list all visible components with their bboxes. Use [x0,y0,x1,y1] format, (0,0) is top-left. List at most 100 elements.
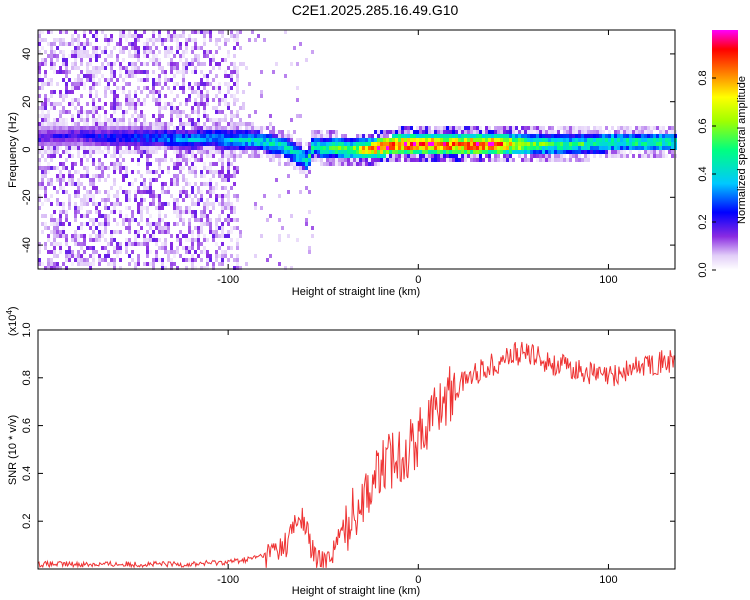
heatmap-cell [41,170,44,174]
heatmap-cell [62,50,65,54]
heatmap-cell [59,122,62,126]
heatmap-cell [341,150,344,154]
heatmap-cell [194,202,197,206]
heatmap-cell [92,122,95,126]
heatmap-cell [230,162,233,166]
heatmap-cell [653,146,656,150]
heatmap-cell [83,46,86,50]
heatmap-cell [56,254,59,258]
heatmap-cell [89,218,92,222]
heatmap-cell [86,118,89,122]
heatmap-cell [143,142,146,146]
heatmap-cell [155,250,158,254]
heatmap-cell [512,130,515,134]
heatmap-cell [89,226,92,230]
heatmap-cell [149,250,152,254]
x-tick-label: -100 [217,274,239,286]
heatmap-cell [128,30,131,34]
heatmap-cell [158,214,161,218]
heatmap-cell [143,198,146,202]
heatmap-cell [653,138,656,142]
heatmap-cell [323,154,326,158]
heatmap-cell [323,142,326,146]
heatmap-cell [350,154,353,158]
heatmap-cell [191,246,194,250]
heatmap-cell [512,142,515,146]
heatmap-cell [119,146,122,150]
heatmap-cell [50,154,53,158]
heatmap-cell [449,142,452,146]
heatmap-cell [284,74,287,78]
heatmap-cell [62,130,65,134]
heatmap-cell [491,146,494,150]
heatmap-cell [530,126,533,130]
heatmap-cell [41,166,44,170]
heatmap-cell [128,70,131,74]
heatmap-cell [209,226,212,230]
heatmap-cell [137,242,140,246]
heatmap-cell [296,114,299,118]
heatmap-cell [431,138,434,142]
heatmap-cell [191,58,194,62]
heatmap-cell [146,150,149,154]
heatmap-cell [512,150,515,154]
heatmap-cell [392,150,395,154]
heatmap-cell [527,126,530,130]
heatmap-cell [137,258,140,262]
heatmap-cell [476,146,479,150]
heatmap-cell [638,130,641,134]
heatmap-cell [113,206,116,210]
heatmap-cell [62,178,65,182]
heatmap-cell [38,114,41,118]
heatmap-cell [275,146,278,150]
heatmap-cell [122,66,125,70]
heatmap-cell [53,38,56,42]
heatmap-cell [128,82,131,86]
heatmap-cell [206,138,209,142]
heatmap-cell [50,94,53,98]
heatmap-cell [47,226,50,230]
heatmap-cell [548,158,551,162]
heatmap-cell [278,138,281,142]
heatmap-cell [233,154,236,158]
heatmap-cell [296,86,299,90]
heatmap-cell [140,154,143,158]
heatmap-cell [221,242,224,246]
heatmap-cell [221,150,224,154]
heatmap-cell [401,150,404,154]
heatmap-cell [410,134,413,138]
heatmap-cell [149,126,152,130]
heatmap-cell [275,178,278,182]
heatmap-cell [227,90,230,94]
y-tick-label: 0.8 [21,370,33,385]
heatmap-cell [203,86,206,90]
heatmap-cell [431,154,434,158]
heatmap-cell [65,30,68,34]
heatmap-cell [305,142,308,146]
heatmap-cell [206,30,209,34]
heatmap-cell [275,134,278,138]
heatmap-cell [83,42,86,46]
heatmap-cell [104,114,107,118]
heatmap-cell [122,34,125,38]
heatmap-cell [569,138,572,142]
heatmap-cell [287,154,290,158]
heatmap-cell [641,146,644,150]
heatmap-cell [626,142,629,146]
heatmap-cell [134,46,137,50]
heatmap-cell [572,146,575,150]
heatmap-cell [59,182,62,186]
heatmap-cell [68,130,71,134]
heatmap-cell [437,126,440,130]
heatmap-cell [122,158,125,162]
heatmap-cell [74,106,77,110]
heatmap-cell [269,150,272,154]
heatmap-cell [185,58,188,62]
heatmap-cell [44,74,47,78]
heatmap-cell [212,66,215,70]
heatmap-cell [179,214,182,218]
heatmap-cell [53,62,56,66]
heatmap-cell [329,130,332,134]
heatmap-cell [173,34,176,38]
